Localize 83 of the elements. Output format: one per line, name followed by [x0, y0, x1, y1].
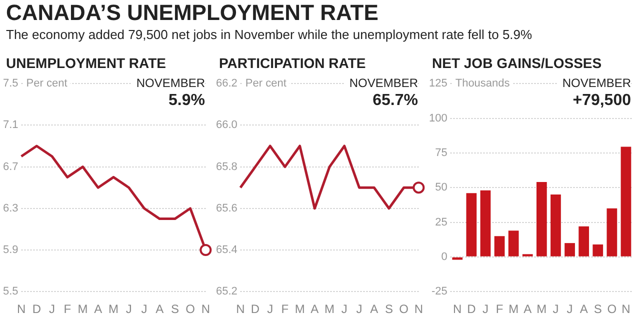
- x-tick-label: J: [356, 302, 362, 316]
- x-tick-label: F: [496, 302, 504, 316]
- x-tick-label: O: [607, 302, 617, 316]
- y-tick-label: 125: [428, 78, 448, 90]
- bar: [550, 194, 561, 256]
- annotation: NOVEMBER: [349, 76, 418, 91]
- x-tick-label: O: [186, 302, 195, 316]
- x-tick-label: J: [552, 302, 559, 316]
- x-tick-label: N: [453, 302, 462, 316]
- x-tick-label: J: [341, 302, 348, 316]
- chart-title: NET JOB GAINS/LOSSES: [431, 54, 603, 73]
- bar: [536, 182, 547, 256]
- annotation: NOVEMBER: [136, 76, 205, 91]
- x-tick-label: S: [594, 302, 602, 316]
- bar: [480, 190, 491, 256]
- bar: [578, 226, 590, 256]
- annotation: +79,500: [572, 91, 631, 110]
- chart-title: PARTICIPATION RATE: [218, 54, 367, 73]
- y-tick-label: 25: [435, 216, 448, 228]
- bar: [466, 193, 477, 256]
- y-tick-label: 75: [435, 146, 448, 159]
- y-tick-label: 0: [441, 250, 448, 263]
- annotation: 65.7%: [372, 91, 418, 110]
- x-tick-label: D: [250, 302, 260, 316]
- x-tick-label: S: [170, 302, 179, 316]
- y-axis-title: Thousands: [455, 78, 510, 90]
- y-tick-label: 5.9: [2, 244, 18, 256]
- x-tick-label: J: [126, 302, 132, 316]
- bar: [620, 146, 632, 256]
- x-tick-label: J: [267, 302, 274, 316]
- x-tick-label: F: [64, 302, 72, 316]
- y-tick-label: 66.2: [216, 78, 238, 90]
- bar: [564, 243, 575, 256]
- x-tick-label: N: [622, 302, 630, 316]
- y-tick-label: 66.0: [216, 119, 238, 132]
- y-tick-label: 50: [435, 182, 448, 194]
- x-tick-label: M: [108, 302, 118, 316]
- x-tick-label: N: [201, 302, 210, 316]
- y-tick-label: 7.1: [2, 119, 18, 132]
- x-tick-label: M: [508, 302, 519, 316]
- x-tick-label: N: [414, 302, 424, 316]
- text: The economy added 79,500 net jobs in November while the unemployment rate fell to 5.9%: [6, 26, 534, 44]
- x-tick-label: M: [78, 302, 88, 316]
- y-axis-title: Per cent: [26, 78, 68, 90]
- y-axis-title: Per cent: [245, 78, 286, 90]
- x-tick-label: J: [566, 302, 573, 316]
- x-tick-label: A: [94, 302, 102, 316]
- y-tick-label: 65.6: [216, 202, 238, 214]
- x-tick-label: J: [482, 302, 488, 316]
- y-tick-label: 5.5: [2, 286, 18, 298]
- x-tick-label: S: [384, 302, 393, 316]
- x-tick-label: J: [49, 302, 56, 316]
- y-tick-label: 6.7: [2, 160, 18, 173]
- x-tick-label: A: [580, 302, 588, 316]
- text: CANADA’S UNEMPLOYMENT RATE: [6, 0, 380, 26]
- bar: [494, 236, 505, 256]
- x-tick-label: A: [310, 302, 319, 316]
- x-tick-label: N: [236, 302, 245, 316]
- y-tick-label: 65.8: [216, 160, 238, 173]
- bar: [508, 230, 519, 256]
- y-tick-label: 65.4: [216, 244, 238, 256]
- chart-title: UNEMPLOYMENT RATE: [5, 54, 167, 73]
- x-tick-label: D: [467, 302, 476, 316]
- x-tick-label: A: [156, 302, 164, 316]
- x-tick-label: O: [399, 302, 408, 316]
- y-tick-label: 100: [428, 112, 448, 124]
- x-tick-label: A: [524, 302, 532, 316]
- x-tick-label: M: [294, 302, 305, 316]
- y-tick-label: 7.5: [2, 78, 18, 90]
- y-tick-label: 6.3: [2, 202, 18, 214]
- x-tick-label: M: [536, 302, 547, 316]
- y-tick-label: 65.2: [216, 286, 238, 298]
- x-tick-label: N: [16, 302, 26, 316]
- y-tick-label: -25: [431, 286, 448, 298]
- annotation: NOVEMBER: [562, 76, 631, 91]
- x-tick-label: A: [370, 302, 378, 316]
- x-tick-label: M: [324, 302, 335, 316]
- bar: [606, 208, 618, 256]
- annotation: 5.9%: [168, 91, 205, 110]
- bar: [592, 244, 604, 256]
- x-tick-label: J: [141, 302, 148, 316]
- x-tick-label: F: [281, 302, 289, 316]
- x-tick-label: D: [32, 302, 42, 316]
